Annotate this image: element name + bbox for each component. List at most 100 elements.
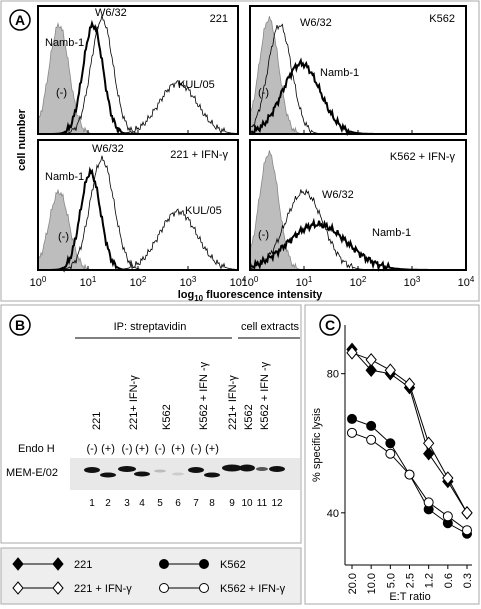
band [172, 472, 184, 476]
x-tick-label: 103 [180, 275, 197, 289]
panel-b-frame [0, 304, 302, 544]
y-tick-label: 40 [327, 508, 339, 520]
legend-marker [52, 581, 64, 595]
x-tick-label: 20.0 [347, 573, 359, 594]
panel-letter: C [325, 317, 335, 333]
band [154, 469, 166, 473]
x-tick-label: 100 [242, 275, 259, 289]
curve-label: W6/32 [300, 17, 332, 29]
x-tick-label: 5.0 [385, 573, 397, 588]
endo-treatment: (+) [135, 443, 149, 455]
x-tick-label: 101 [296, 275, 313, 289]
panel-letter: B [15, 317, 25, 333]
band [188, 467, 204, 473]
marker [365, 363, 377, 377]
x-tick-label: 0.6 [443, 573, 455, 588]
marker [384, 363, 396, 377]
curve-label: KUL/05 [185, 205, 222, 217]
marker [347, 427, 357, 438]
legend-marker [12, 581, 24, 595]
endo-label: Endo H [18, 443, 55, 455]
endo-treatment: (+) [101, 443, 115, 455]
endo-treatment: (-) [122, 443, 133, 455]
histogram-title: 221 [210, 13, 228, 25]
histogram-title: K562 + IFN-γ [390, 151, 456, 163]
legend-label: 221 + IFN-γ [74, 583, 132, 595]
tick-exp: 4 [470, 275, 475, 284]
legend-label: K562 [220, 559, 246, 571]
x-tick-label: 10.0 [366, 573, 378, 594]
lane-number: 3 [124, 498, 130, 509]
tick-exp: 0 [42, 275, 47, 284]
tick-base: 10 [458, 277, 470, 289]
y-tick-label: 80 [327, 369, 339, 381]
legend-label: K562 + IFN-γ [220, 583, 286, 595]
band [256, 467, 268, 471]
x-tick-label: 104 [230, 275, 247, 289]
panel-badge [319, 314, 341, 336]
marker [423, 497, 434, 508]
tick-exp: 1 [92, 275, 97, 284]
lane-number: 2 [105, 498, 111, 509]
x-tick-label: 0.3 [462, 573, 474, 588]
lane-number: 6 [175, 498, 181, 509]
tick-base: 10 [404, 277, 416, 289]
endo-treatment: (-) [155, 443, 166, 455]
panel-letter: A [15, 12, 25, 28]
marker [442, 471, 454, 485]
tick-exp: 3 [192, 275, 197, 284]
x-axis-label: log10 fluorescence intensity [178, 289, 323, 303]
tick-exp: 0 [254, 275, 259, 284]
ip-header: IP: streptavidin [114, 321, 187, 333]
tick-base: 10 [180, 277, 192, 289]
x-tick-label: 1.2 [424, 573, 436, 588]
histogram-title: 221 + IFN-γ [170, 149, 228, 161]
marker [423, 436, 435, 451]
band [222, 464, 242, 472]
legend-frame [0, 547, 302, 605]
lane-number: 9 [229, 498, 235, 509]
lane-number: 7 [193, 498, 199, 509]
marker [403, 377, 416, 391]
lane-label: K562 + IFN -γ [259, 361, 271, 430]
curve-label: (-) [258, 87, 269, 99]
band [100, 472, 116, 478]
x-axis-label: E:T ratio [389, 591, 430, 603]
endo-treatment: (-) [87, 443, 98, 455]
x-label-part: log [178, 289, 195, 301]
lane-number: 1 [89, 498, 95, 509]
curve-label: W6/32 [322, 189, 354, 201]
lane-label: 221+ IFN-γ [227, 375, 239, 430]
lane-label: K562 + IFN -γ [198, 361, 210, 430]
curve-label: Namb-1 [320, 67, 359, 79]
curve-label: (-) [58, 231, 69, 243]
marker [462, 525, 472, 536]
marker [346, 346, 358, 360]
tick-base: 10 [242, 277, 254, 289]
lane-label: K562 [243, 404, 255, 430]
band [84, 467, 100, 473]
x-tick-label: 100 [30, 275, 47, 289]
blot-bands [84, 464, 285, 478]
marker [423, 446, 435, 461]
lane-label: K562 [161, 404, 173, 430]
band [239, 464, 255, 472]
curve-label: (-) [258, 229, 269, 241]
x-tick-label: 104 [458, 275, 475, 289]
endo-treatment: (-) [191, 443, 202, 455]
legend-label: 221 [74, 559, 92, 571]
y-axis-label: % specific lysis [311, 408, 323, 482]
tick-exp: 2 [362, 275, 367, 284]
band [134, 471, 150, 477]
legend-marker [52, 557, 64, 571]
curve-label: (-) [56, 87, 67, 99]
marker [366, 434, 377, 445]
panel-badge [9, 314, 31, 336]
x-tick-label: 102 [130, 275, 147, 289]
curve-label: KUL/05 [178, 79, 215, 91]
band [204, 472, 220, 478]
panel-badge [9, 9, 31, 31]
histogram-title: K562 [429, 13, 455, 25]
